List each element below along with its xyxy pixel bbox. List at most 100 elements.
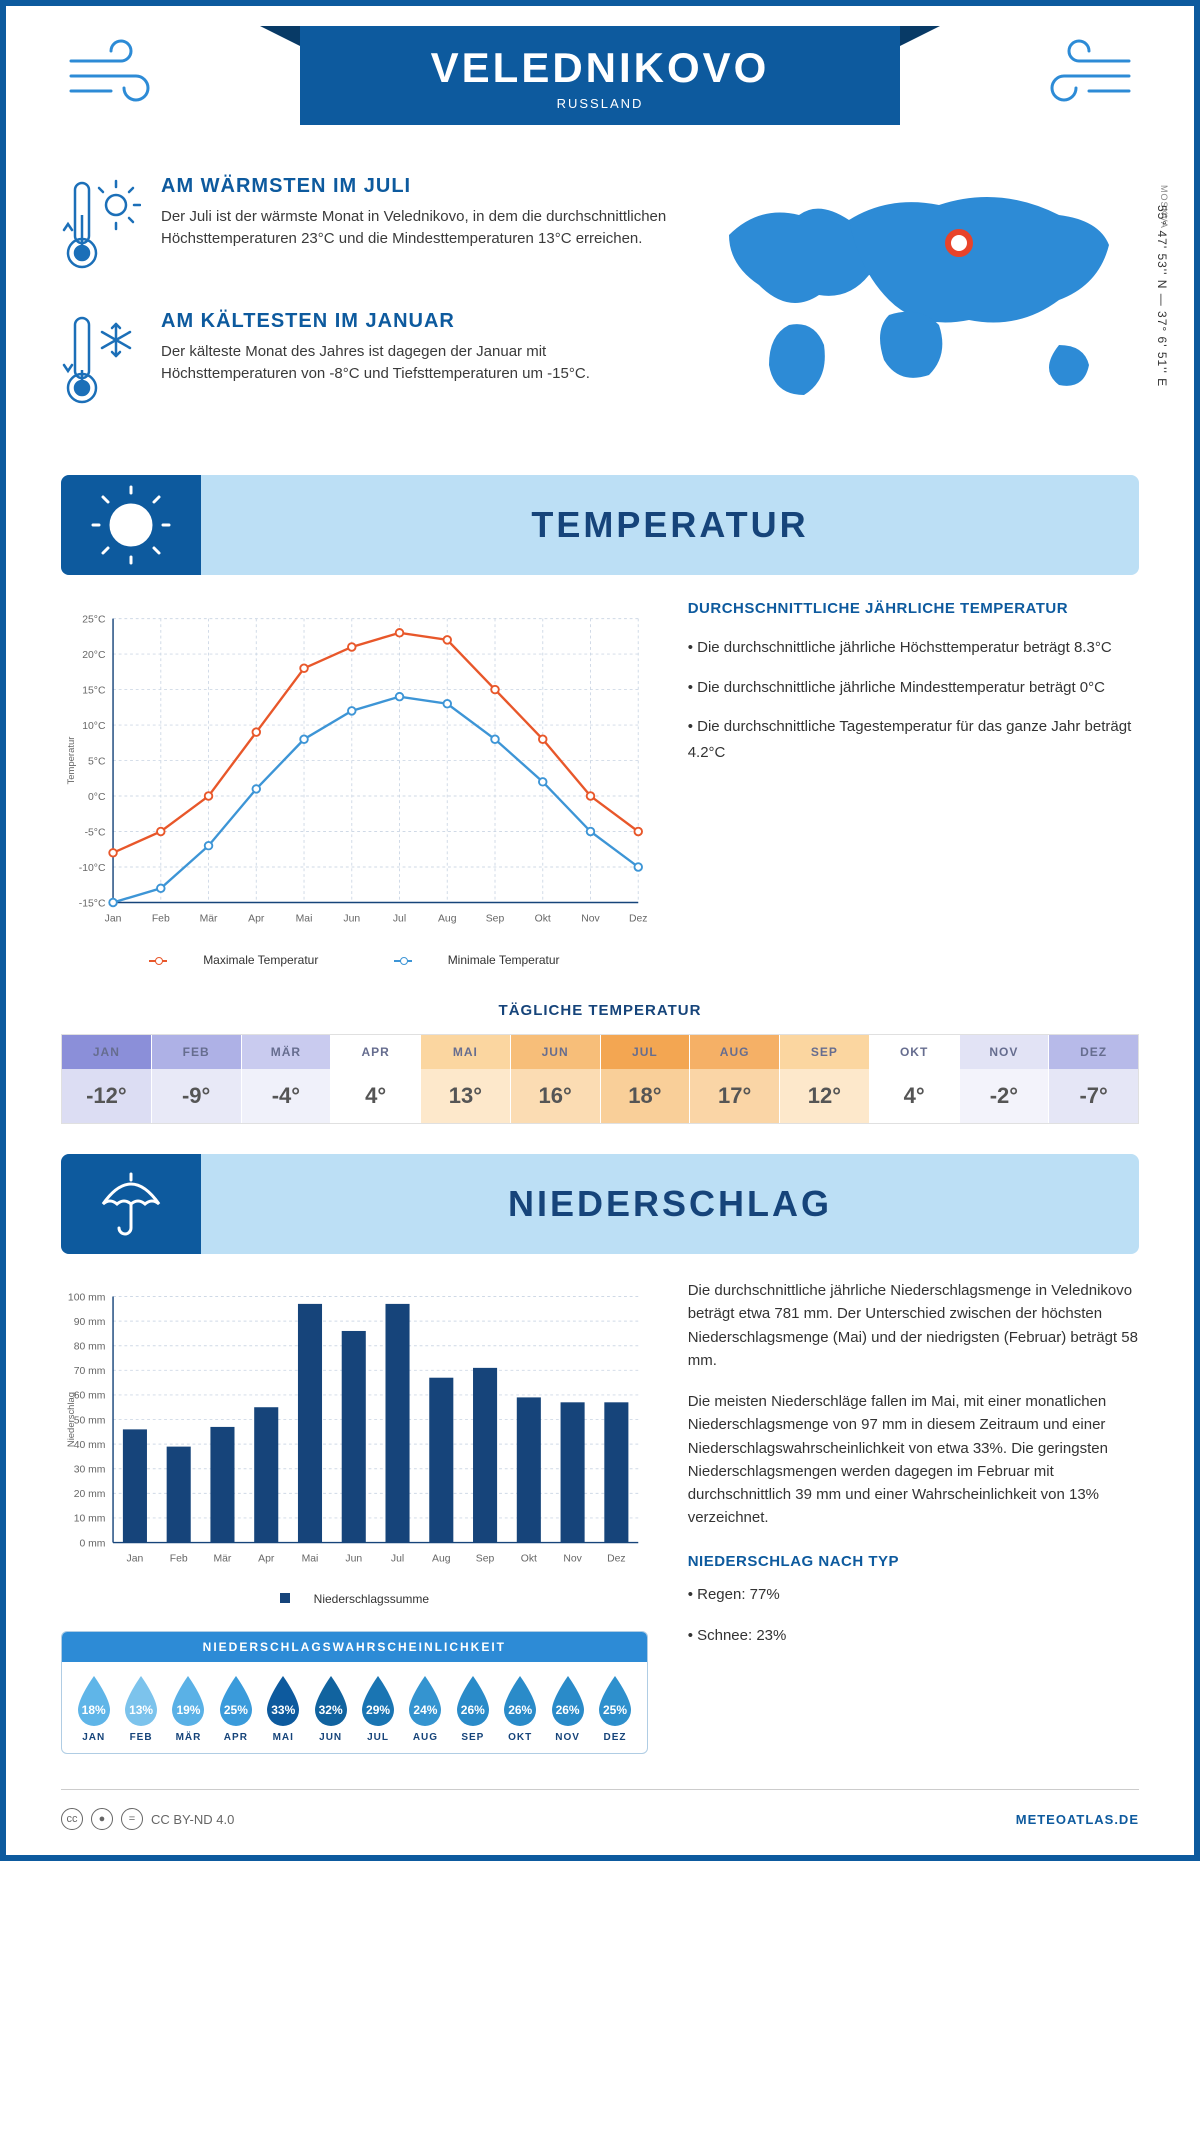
umbrella-icon [61, 1154, 201, 1254]
temperature-title: TEMPERATUR [201, 504, 1139, 546]
svg-text:Niederschlag: Niederschlag [66, 1392, 77, 1447]
daily-cell: APR 4° [330, 1035, 420, 1123]
prob-cell: 26% SEP [449, 1674, 496, 1743]
prob-cell: 33% MAI [260, 1674, 307, 1743]
infographic-page: VELEDNIKOVO RUSSLAND AM WÄRMSTEN IM JULI… [0, 0, 1200, 1861]
svg-text:Mär: Mär [214, 1553, 232, 1564]
svg-text:Mai: Mai [302, 1553, 319, 1564]
svg-text:Okt: Okt [521, 1553, 537, 1564]
drop-icon: 13% [120, 1674, 162, 1726]
drop-icon: 25% [594, 1674, 636, 1726]
daily-temp-title: TÄGLICHE TEMPERATUR [61, 1002, 1139, 1019]
wind-icon [1044, 36, 1134, 120]
precip-type-item: • Schnee: 23% [688, 1624, 1139, 1647]
svg-text:Jul: Jul [391, 1553, 404, 1564]
temperature-summary: DURCHSCHNITTLICHE JÄHRLICHE TEMPERATUR •… [688, 600, 1139, 967]
daily-cell: SEP 12° [779, 1035, 869, 1123]
prob-cell: 19% MÄR [165, 1674, 212, 1743]
daily-temp-table: JAN -12° FEB -9° MÄR -4° APR 4° MAI 13° … [61, 1034, 1139, 1124]
svg-text:Jan: Jan [105, 913, 122, 924]
precip-chart: 0 mm10 mm20 mm30 mm40 mm50 mm60 mm70 mm8… [61, 1279, 648, 1606]
svg-text:80 mm: 80 mm [74, 1342, 106, 1353]
temperature-chart: -15°C-10°C-5°C0°C5°C10°C15°C20°C25°CJanF… [61, 600, 648, 967]
drop-icon: 26% [452, 1674, 494, 1726]
svg-text:Apr: Apr [258, 1553, 275, 1564]
drop-icon: 26% [547, 1674, 589, 1726]
daily-cell: AUG 17° [689, 1035, 779, 1123]
svg-text:Apr: Apr [248, 913, 265, 924]
temp-legend: Maximale Temperatur Minimale Temperatur [61, 953, 648, 967]
svg-text:-15°C: -15°C [79, 898, 106, 909]
header-ribbon: VELEDNIKOVO RUSSLAND [300, 26, 900, 125]
drop-icon: 24% [404, 1674, 446, 1726]
coldest-title: AM KÄLTESTEN IM JANUAR [161, 310, 669, 333]
prob-cell: 13% FEB [117, 1674, 164, 1743]
coldest-block: AM KÄLTESTEN IM JANUAR Der kälteste Mona… [61, 310, 669, 415]
footer: cc ● = CC BY-ND 4.0 METEOATLAS.DE [61, 1789, 1139, 1830]
country-subtitle: RUSSLAND [300, 96, 900, 111]
svg-text:50 mm: 50 mm [74, 1415, 106, 1426]
svg-text:10 mm: 10 mm [74, 1514, 106, 1525]
svg-text:Jun: Jun [345, 1553, 362, 1564]
prob-cell: 29% JUL [354, 1674, 401, 1743]
nd-icon: = [121, 1808, 143, 1830]
drop-icon: 29% [357, 1674, 399, 1726]
svg-text:Aug: Aug [432, 1553, 451, 1564]
prob-cell: 24% AUG [402, 1674, 449, 1743]
precip-probability-box: NIEDERSCHLAGSWAHRSCHEINLICHKEIT 18% JAN … [61, 1631, 648, 1754]
city-title: VELEDNIKOVO [300, 44, 900, 92]
svg-text:5°C: 5°C [88, 756, 106, 767]
svg-text:Mär: Mär [200, 913, 218, 924]
by-icon: ● [91, 1808, 113, 1830]
svg-text:-10°C: -10°C [79, 863, 106, 874]
svg-text:Dez: Dez [629, 913, 647, 924]
svg-text:Aug: Aug [438, 913, 457, 924]
svg-text:0°C: 0°C [88, 792, 106, 803]
avg-temp-bullet: • Die durchschnittliche jährliche Mindes… [688, 675, 1139, 701]
wind-icon [66, 36, 156, 120]
precip-para: Die meisten Niederschläge fallen im Mai,… [688, 1390, 1139, 1530]
svg-text:30 mm: 30 mm [74, 1465, 106, 1476]
svg-text:Sep: Sep [476, 1553, 495, 1564]
intro-section: AM WÄRMSTEN IM JULI Der Juli ist der wär… [61, 175, 1139, 445]
svg-text:Feb: Feb [152, 913, 170, 924]
license-text: CC BY-ND 4.0 [151, 1812, 234, 1827]
drop-icon: 18% [73, 1674, 115, 1726]
svg-text:Nov: Nov [563, 1553, 582, 1564]
brand: METEOATLAS.DE [1016, 1812, 1139, 1827]
prob-cell: 26% OKT [497, 1674, 544, 1743]
prob-cell: 26% NOV [544, 1674, 591, 1743]
warmest-title: AM WÄRMSTEN IM JULI [161, 175, 669, 198]
prob-cell: 25% DEZ [591, 1674, 638, 1743]
daily-cell: MÄR -4° [241, 1035, 331, 1123]
coordinates: 55° 47' 53'' N — 37° 6' 51'' E [1155, 205, 1169, 387]
svg-text:60 mm: 60 mm [74, 1391, 106, 1402]
svg-text:70 mm: 70 mm [74, 1366, 106, 1377]
daily-cell: NOV -2° [959, 1035, 1049, 1123]
coldest-text: Der kälteste Monat des Jahres ist dagege… [161, 341, 669, 385]
daily-cell: DEZ -7° [1048, 1035, 1138, 1123]
svg-text:Jan: Jan [127, 1553, 144, 1564]
svg-text:Mai: Mai [296, 913, 313, 924]
license: cc ● = CC BY-ND 4.0 [61, 1808, 234, 1830]
precip-header: NIEDERSCHLAG [61, 1154, 1139, 1254]
svg-text:Temperatur: Temperatur [66, 737, 77, 785]
svg-text:20 mm: 20 mm [74, 1489, 106, 1500]
warmest-text: Der Juli ist der wärmste Monat in Veledn… [161, 206, 669, 250]
daily-cell: JUN 16° [510, 1035, 600, 1123]
drop-icon: 26% [499, 1674, 541, 1726]
daily-cell: OKT 4° [869, 1035, 959, 1123]
sun-icon [61, 475, 201, 575]
prob-title: NIEDERSCHLAGSWAHRSCHEINLICHKEIT [62, 1632, 647, 1662]
svg-text:Jul: Jul [393, 913, 406, 924]
drop-icon: 25% [215, 1674, 257, 1726]
warmest-block: AM WÄRMSTEN IM JULI Der Juli ist der wär… [61, 175, 669, 280]
daily-cell: FEB -9° [151, 1035, 241, 1123]
drop-icon: 19% [167, 1674, 209, 1726]
cc-icon: cc [61, 1808, 83, 1830]
precip-type-title: NIEDERSCHLAG NACH TYP [688, 1550, 1139, 1573]
svg-text:0 mm: 0 mm [79, 1538, 105, 1549]
precip-legend: Niederschlagssumme [61, 1592, 648, 1606]
daily-cell: MAI 13° [420, 1035, 510, 1123]
world-map: MOSKVA 55° 47' 53'' N — 37° 6' 51'' E [709, 175, 1139, 445]
